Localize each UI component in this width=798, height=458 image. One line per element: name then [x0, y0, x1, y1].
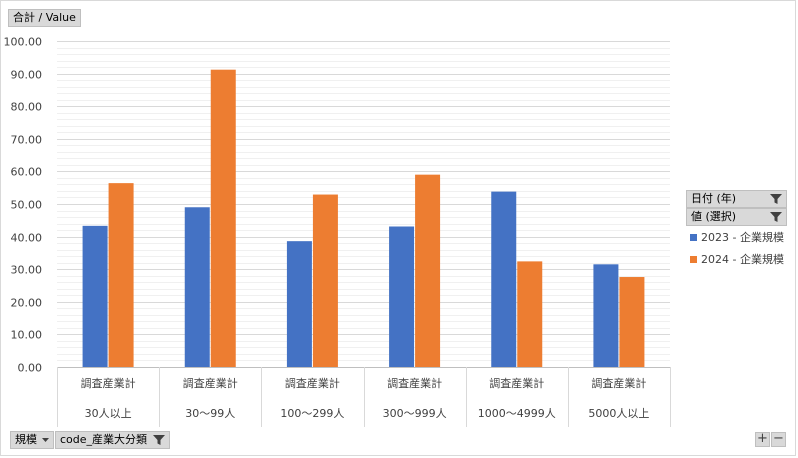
legend-filter-year[interactable]: 日付 (年): [686, 190, 787, 208]
legend-filter-year-label: 日付 (年): [691, 192, 737, 205]
y-axis-ticks: 0.00 10.00 20.00 30.00 40.00 50.00 60.00 70.00 8…: [4, 36, 43, 375]
x-tick-label-inner: 調査産業計: [591, 376, 646, 390]
x-axis: 調査産業計30人以上調査産業計30～99人調査産業計100～299人調査産業計3…: [57, 367, 671, 427]
y-tick-label: 50.00: [11, 199, 43, 212]
major-gridlines: [57, 41, 670, 368]
x-tick-label-outer: 30～99人: [185, 407, 235, 420]
zoom-out-button[interactable]: −: [771, 432, 786, 447]
legend-item-2024: 2024 - 企業規模: [690, 251, 784, 267]
bar-2024: [415, 174, 441, 367]
bar-2023: [593, 264, 619, 367]
filter-icon[interactable]: [153, 434, 165, 446]
bars: [82, 69, 645, 368]
y-tick-label: 70.00: [11, 134, 43, 147]
bar-2024: [312, 194, 338, 367]
bar-2023: [286, 241, 312, 367]
bar-2024: [108, 183, 134, 367]
y-tick-label: 40.00: [11, 232, 43, 245]
x-tick-label-inner: 調査産業計: [183, 376, 238, 390]
y-tick-label: 60.00: [11, 166, 43, 179]
filter-icon[interactable]: [770, 193, 782, 205]
bar-2023: [82, 225, 108, 367]
x-tick-label-inner: 調査産業計: [489, 376, 544, 390]
value-field-button[interactable]: 合計 / Value: [8, 9, 81, 27]
legend-filter-value-label: 値 (選択): [691, 210, 737, 223]
y-tick-label: 10.00: [11, 329, 43, 342]
x-tick-label-inner: 調査産業計: [387, 376, 442, 390]
axis-field-industry[interactable]: code_産業大分類: [55, 431, 170, 449]
x-tick-label-inner: 調査産業計: [285, 376, 340, 390]
x-tick-label-outer: 30人以上: [85, 407, 132, 420]
bar-2023: [491, 191, 517, 367]
x-tick-label-outer: 300～999人: [383, 407, 447, 420]
x-tick-label-outer: 5000人以上: [588, 407, 649, 420]
legend-item-2023: 2023 - 企業規模: [690, 229, 784, 245]
dropdown-arrow-icon[interactable]: [42, 438, 49, 443]
y-tick-label: 80.00: [11, 101, 43, 114]
legend-swatch-2023: [690, 233, 697, 241]
value-field-label: 合計 / Value: [13, 11, 76, 24]
bar-2023: [389, 226, 415, 367]
legend-swatch-2024: [690, 255, 697, 263]
legend-label-2023: 2023 - 企業規模: [701, 231, 784, 244]
legend-filter-value[interactable]: 値 (選択): [686, 208, 787, 226]
y-tick-label: 100.00: [4, 36, 43, 49]
y-tick-label: 20.00: [11, 297, 43, 310]
y-tick-label: 90.00: [11, 69, 43, 82]
axis-field-industry-label: code_産業大分類: [60, 433, 148, 446]
axis-field-scale-label: 規模: [15, 433, 37, 446]
bar-2023: [184, 207, 210, 367]
bar-2024: [210, 69, 236, 368]
zoom-in-button[interactable]: +: [755, 432, 770, 447]
y-tick-label: 0.00: [18, 362, 43, 375]
legend-label-2024: 2024 - 企業規模: [701, 253, 784, 266]
bar-2024: [517, 261, 543, 367]
x-tick-label-outer: 100～299人: [280, 407, 344, 420]
bar-2024: [619, 277, 645, 367]
y-tick-label: 30.00: [11, 264, 43, 277]
x-tick-label-outer: 1000～4999人: [478, 407, 556, 420]
x-tick-label-inner: 調査産業計: [81, 376, 136, 390]
axis-field-scale[interactable]: 規模: [10, 431, 54, 449]
filter-icon[interactable]: [770, 211, 782, 223]
